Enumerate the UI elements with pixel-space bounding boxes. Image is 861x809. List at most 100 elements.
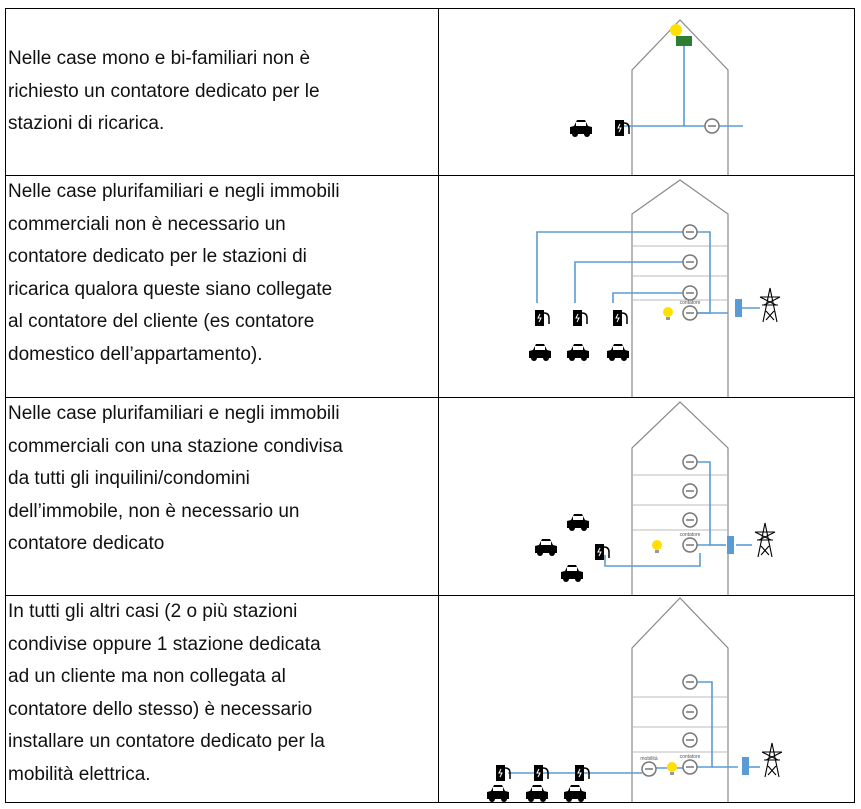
wheel	[584, 131, 590, 137]
wheel	[575, 576, 581, 582]
car-body	[567, 344, 589, 358]
car-body	[567, 514, 589, 528]
car-body	[561, 565, 583, 579]
wheel	[569, 355, 575, 361]
car-window	[541, 541, 551, 545]
wheel	[540, 796, 546, 802]
meter	[682, 285, 698, 301]
text-line: richiesto un contatore dedicato per le	[8, 80, 320, 102]
cell: In tutti gli altri casi (2 o più stazion…	[5, 595, 439, 803]
wire	[536, 231, 683, 303]
house-outline	[631, 401, 729, 595]
bolt	[615, 313, 620, 323]
house-outline	[631, 597, 729, 802]
cable	[542, 767, 549, 779]
car-window	[535, 346, 545, 350]
car-body	[529, 344, 551, 358]
car-body	[570, 120, 592, 134]
wheel	[621, 355, 627, 361]
meter	[682, 224, 698, 240]
meter-label: contatore	[680, 754, 701, 760]
text-line: contatore dedicato	[8, 533, 165, 554]
text-line: contatore dedicato per le stazioni di	[8, 246, 307, 267]
text-line: contatore dello stesso) è necessario	[8, 698, 313, 720]
house-outline	[631, 19, 729, 175]
wheel	[543, 355, 549, 361]
bolt	[536, 768, 541, 778]
wheel	[581, 525, 587, 531]
car-icon	[529, 344, 551, 361]
text-line: installare un contatore dedicato per la	[8, 731, 325, 752]
cable	[543, 312, 550, 324]
cell: Nelle case mono e bi-familiari non è rich…	[5, 8, 439, 176]
wheel	[566, 796, 572, 802]
cell: Nelle case plurifamiliari e negli immobi…	[5, 397, 439, 596]
car-icon	[564, 785, 586, 802]
text-line: al contatore del cliente (es contatore	[8, 311, 315, 332]
bulb	[652, 540, 662, 550]
charger-icon	[535, 310, 550, 326]
car-body	[535, 539, 557, 553]
text-line: da tutti gli inquilini/condomini	[8, 468, 250, 489]
meter	[682, 704, 698, 720]
text-line: dell’immobile, non è necessario un	[8, 500, 300, 522]
meter	[682, 674, 698, 690]
cable	[581, 312, 588, 324]
cell	[438, 397, 855, 596]
cable	[583, 767, 590, 779]
bolt	[577, 768, 582, 778]
car-icon	[567, 514, 589, 531]
bolt	[597, 547, 602, 557]
wheel	[528, 796, 534, 802]
car-icon	[607, 344, 629, 361]
meter	[682, 759, 698, 775]
wheel	[549, 550, 555, 556]
meter	[704, 118, 720, 134]
cable	[621, 312, 628, 324]
wire	[697, 461, 711, 546]
car-icon	[567, 344, 589, 361]
car-window	[570, 787, 580, 791]
charger-icon	[575, 765, 590, 781]
wheel	[537, 550, 543, 556]
wheel	[578, 796, 584, 802]
wire	[604, 553, 701, 567]
cell	[438, 8, 855, 176]
pylon	[761, 742, 783, 778]
car-window	[493, 787, 503, 791]
wire	[612, 292, 683, 303]
charger-icon	[573, 310, 588, 326]
car-window	[613, 346, 623, 350]
wheel	[489, 796, 495, 802]
text-line: ad un cliente ma non collegata al	[8, 666, 286, 687]
sun	[670, 24, 682, 36]
car-body	[526, 785, 548, 799]
text-line: commerciali con una stazione condivisa	[8, 435, 343, 457]
car-icon	[535, 539, 557, 556]
wheel	[581, 355, 587, 361]
wheel	[501, 796, 507, 802]
text-line: condivise oppure 1 stazione dedicata	[8, 633, 321, 655]
distribution-box	[727, 536, 734, 554]
cable	[504, 767, 511, 779]
charger-icon	[613, 310, 628, 326]
bulb-base	[655, 550, 659, 553]
wire	[697, 681, 713, 768]
meter-label: contatore	[680, 532, 701, 538]
meter	[682, 254, 698, 270]
charger-icon	[615, 120, 630, 136]
wire	[574, 261, 683, 303]
wheel	[569, 525, 575, 531]
bulb	[663, 307, 673, 317]
car-window	[567, 567, 577, 571]
bulb-base	[670, 772, 674, 775]
car-window	[573, 346, 583, 350]
solar-panel	[676, 36, 692, 46]
meter	[641, 761, 657, 777]
bolt	[575, 313, 580, 323]
meter	[682, 537, 698, 553]
text-line: commerciali non è necessario un	[8, 213, 286, 235]
car-icon	[561, 565, 583, 582]
car-window	[532, 787, 542, 791]
bolt	[498, 768, 503, 778]
